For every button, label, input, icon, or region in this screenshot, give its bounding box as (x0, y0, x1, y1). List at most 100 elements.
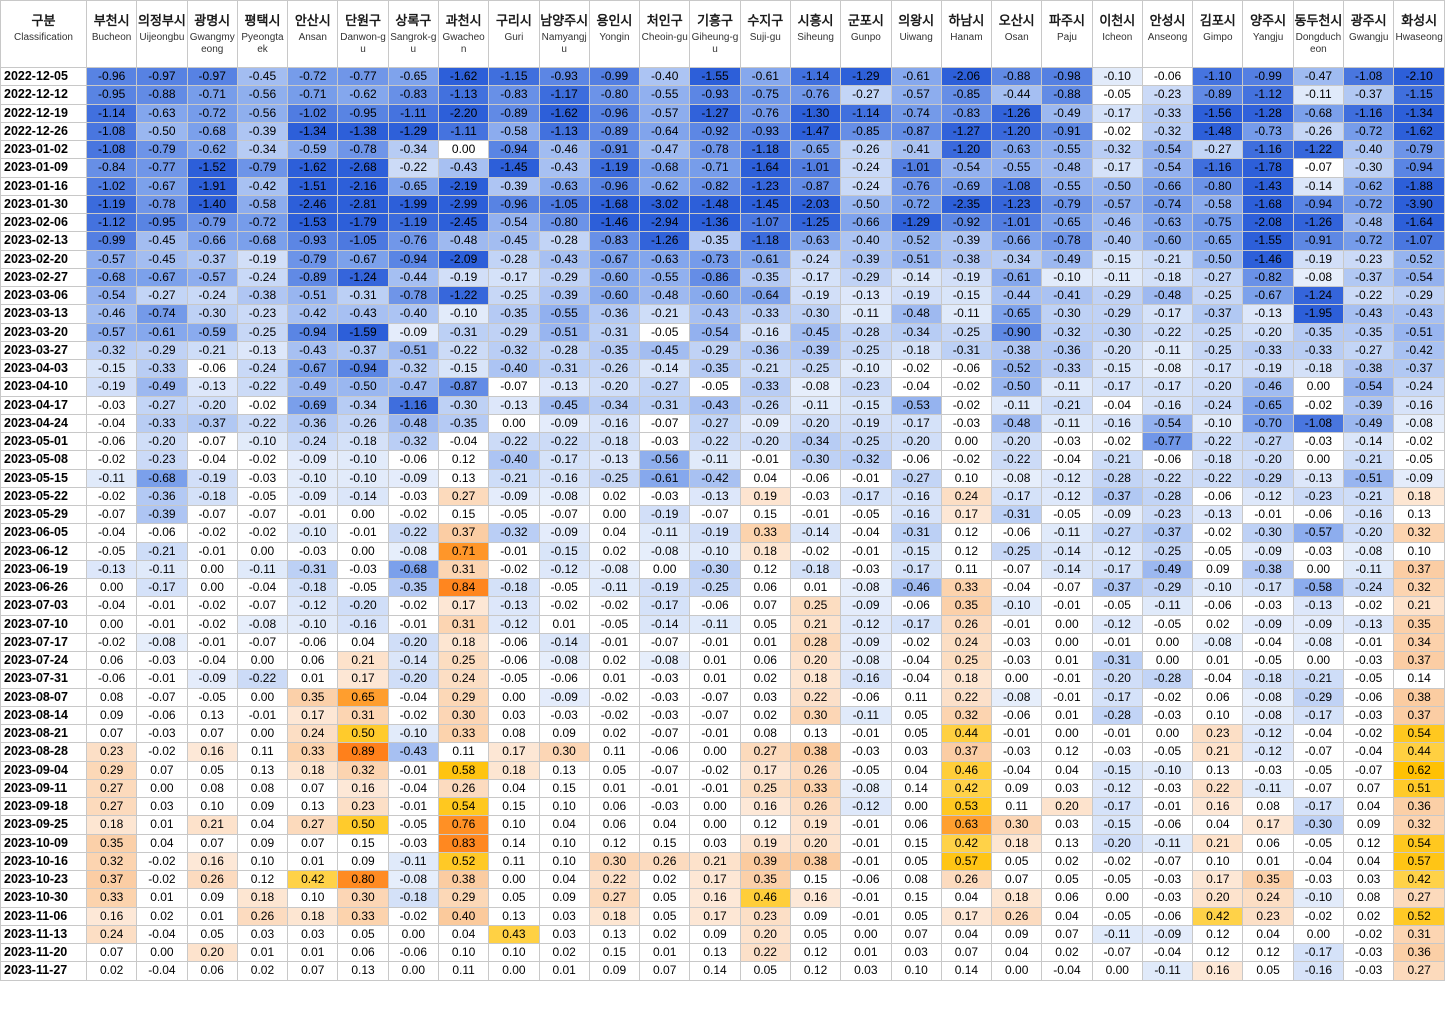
value-cell: -0.24 (789, 249, 842, 269)
value-cell: -0.05 (840, 504, 892, 525)
value-cell: 0.16 (186, 851, 238, 872)
value-cell: 0.36 (1393, 796, 1445, 817)
value-cell: -0.94 (387, 249, 439, 269)
value-cell: -0.03 (1343, 961, 1395, 981)
header-korean: 기흥구 (697, 13, 733, 28)
value-cell: 0.15 (488, 796, 540, 817)
value-cell: -0.02 (588, 596, 641, 616)
value-cell: 0.18 (287, 760, 339, 780)
value-cell: -0.15 (940, 285, 993, 306)
value-cell: -0.03 (1141, 705, 1194, 726)
value-cell: -1.64 (739, 158, 791, 178)
value-cell: -0.01 (840, 541, 892, 561)
value-cell: -0.62 (639, 176, 691, 196)
value-cell: 0.83 (437, 833, 490, 853)
value-cell: -0.99 (588, 66, 641, 87)
value-cell: -0.09 (538, 413, 590, 434)
value-cell: -0.02 (1393, 431, 1445, 452)
value-cell: -0.66 (186, 231, 238, 251)
value-cell: -0.06 (840, 869, 892, 890)
value-cell: -0.11 (840, 304, 892, 324)
value-cell: -0.03 (1292, 541, 1345, 561)
value-cell: -2.10 (1393, 66, 1445, 87)
value-cell: 0.03 (287, 924, 339, 945)
data-row: 2023-05-01 -0.06 -0.20 -0.07 -0.10 -0.24 -0.18… (0, 431, 1445, 452)
value-cell: -0.35 (689, 231, 741, 251)
value-cell: 0.33 (287, 742, 339, 762)
date-cell: 2023-04-17 (0, 395, 87, 415)
value-cell: -0.03 (1141, 888, 1194, 908)
value-cell: -0.74 (136, 304, 188, 324)
value-cell: -0.52 (991, 358, 1043, 379)
value-cell: 0.00 (488, 687, 540, 707)
value-cell: 0.08 (1242, 796, 1294, 817)
value-cell: -0.46 (1091, 212, 1143, 233)
value-cell: -0.27 (1091, 523, 1143, 543)
header-cell: 광명시 Gwangmyeong (186, 0, 238, 68)
value-cell: 0.37 (1393, 705, 1445, 726)
value-cell: -0.14 (890, 267, 942, 288)
value-cell: -0.57 (890, 85, 942, 105)
value-cell: -0.18 (890, 340, 942, 361)
value-cell: -0.97 (186, 66, 238, 87)
value-cell: -0.01 (840, 888, 892, 908)
value-cell: -0.03 (1343, 705, 1395, 726)
value-cell: -0.04 (890, 650, 942, 671)
value-cell: -0.04 (1041, 450, 1093, 470)
value-cell: -1.15 (488, 66, 540, 87)
value-cell: -0.22 (991, 450, 1043, 470)
value-cell: -0.29 (538, 267, 590, 288)
value-cell: 0.44 (940, 723, 993, 744)
date-cell: 2023-02-27 (0, 267, 87, 288)
value-cell: 0.15 (588, 942, 641, 963)
value-cell: 0.03 (236, 924, 289, 945)
value-cell: -0.17 (890, 559, 942, 580)
value-cell: -0.39 (236, 121, 289, 142)
value-cell: 0.53 (940, 796, 993, 817)
value-cell: 0.09 (538, 723, 590, 744)
value-cell: 0.00 (337, 504, 389, 525)
value-cell: -0.34 (337, 395, 389, 415)
value-cell: -1.79 (337, 212, 389, 233)
value-cell: 0.00 (1091, 888, 1143, 908)
value-cell: -0.51 (890, 249, 942, 269)
value-cell: -0.01 (991, 614, 1043, 634)
value-cell: -0.30 (1343, 158, 1395, 178)
value-cell: 0.27 (588, 888, 641, 908)
date-cell: 2023-01-16 (0, 176, 87, 196)
value-cell: 0.18 (488, 760, 540, 780)
value-cell: 0.04 (236, 815, 289, 835)
value-cell: -0.11 (639, 523, 691, 543)
value-cell: -0.09 (840, 596, 892, 616)
value-cell: 0.10 (236, 851, 289, 872)
value-cell: 0.05 (890, 723, 942, 744)
date-cell: 2023-07-03 (0, 596, 87, 616)
value-cell: 0.06 (588, 815, 641, 835)
value-cell: -0.32 (387, 358, 439, 379)
value-cell: -0.07 (1292, 778, 1345, 799)
value-cell: 0.18 (991, 833, 1043, 853)
data-row: 2023-02-27 -0.68 -0.67 -0.57 -0.24 -0.89 -1.24… (0, 267, 1445, 288)
value-cell: -0.36 (1041, 340, 1093, 361)
header-cell: 수지구 Suji-gu (739, 0, 791, 68)
value-cell: 0.04 (1041, 906, 1093, 926)
value-cell: -0.71 (689, 158, 741, 178)
value-cell: -0.58 (488, 121, 540, 142)
value-cell: -0.50 (337, 377, 389, 397)
value-cell: -0.22 (1192, 468, 1244, 488)
value-cell: -0.30 (1091, 322, 1143, 342)
value-cell: 0.18 (85, 815, 138, 835)
header-english: Guri (504, 32, 524, 43)
value-cell: -0.38 (940, 249, 993, 269)
value-cell: -0.67 (287, 358, 339, 379)
value-cell: -0.02 (387, 504, 439, 525)
value-cell: 0.46 (940, 760, 993, 780)
value-cell: 0.54 (1393, 833, 1445, 853)
value-cell: -0.05 (488, 504, 540, 525)
value-cell: -1.12 (85, 212, 138, 233)
value-cell: 0.05 (488, 888, 540, 908)
value-cell: -0.08 (1343, 541, 1395, 561)
date-cell: 2023-05-08 (0, 450, 87, 470)
date-cell: 2023-04-10 (0, 377, 87, 397)
value-cell: 0.00 (1292, 377, 1345, 397)
